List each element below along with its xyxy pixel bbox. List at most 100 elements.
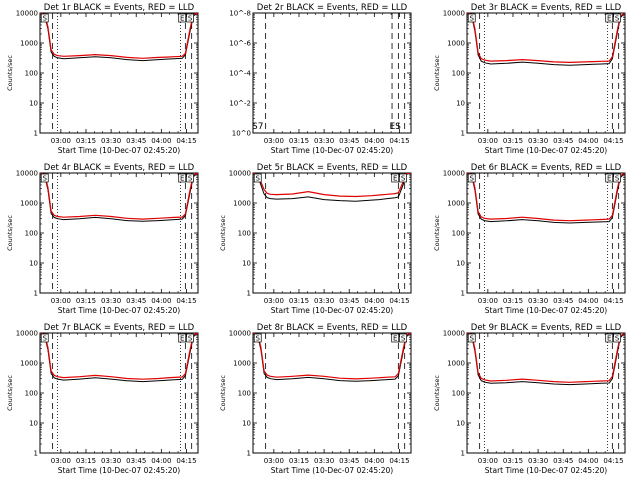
x-axis-label: Start Time (10-Dec-07 02:45:20) <box>58 146 180 155</box>
y-axis-label: Counts/sec <box>6 55 14 91</box>
y-tick-label: 1 <box>461 450 465 458</box>
series-line-lld <box>467 333 625 383</box>
x-tick-label: 03:00 <box>264 297 284 305</box>
series-line-events <box>40 173 198 222</box>
y-tick-label: 100 <box>238 230 251 238</box>
segment-marker-box <box>605 333 614 343</box>
y-tick-label: 10 <box>242 420 251 428</box>
y-tick-label: 1000 <box>20 200 38 208</box>
x-tick-label: 03:30 <box>101 137 121 145</box>
plot-frame <box>466 332 626 454</box>
y-tick-label: 100 <box>452 230 465 238</box>
segment-marker-label: S <box>401 175 406 183</box>
x-tick-label: 03:45 <box>553 297 573 305</box>
panel-title: Det 7r BLACK = Events, RED = LLD <box>44 323 195 333</box>
y-tick-label: 10 <box>29 260 38 268</box>
x-tick-label: 04:15 <box>603 137 623 145</box>
y-tick-label: 10 <box>456 260 465 268</box>
y-tick-label: 10^-2 <box>229 100 251 108</box>
plot-frame <box>252 172 412 294</box>
y-tick-label: 1000 <box>447 40 465 48</box>
plot-frame <box>39 172 199 294</box>
segment-marker-box <box>467 13 476 23</box>
segment-marker-label: S <box>615 15 620 23</box>
x-tick-label: 04:15 <box>603 457 623 465</box>
x-tick-label: 03:15 <box>76 457 96 465</box>
segment-marker-label: E <box>607 175 611 183</box>
x-tick-label: 04:00 <box>578 457 598 465</box>
x-tick-label: 03:00 <box>264 137 284 145</box>
segment-marker-label: S <box>256 175 261 183</box>
y-axis-label: Counts/sec <box>433 215 441 251</box>
x-tick-label: 04:15 <box>176 457 196 465</box>
segment-marker-label: S <box>470 15 475 23</box>
y-tick-label: 100 <box>25 390 38 398</box>
panel-annotation: S7 <box>252 122 263 132</box>
panel-det-3: Det 3r BLACK = Events, RED = LLD Counts/s… <box>433 3 626 155</box>
y-tick-label: 100 <box>238 390 251 398</box>
x-tick-label: 03:15 <box>76 297 96 305</box>
x-axis-label: Start Time (10-Dec-07 02:45:20) <box>485 146 607 155</box>
data-layer <box>253 333 411 453</box>
panel-title: Det 4r BLACK = Events, RED = LLD <box>44 163 195 173</box>
segment-marker-label: S <box>615 335 620 343</box>
y-axis-label: Counts/sec <box>433 375 441 411</box>
y-axis-label: Counts/sec <box>6 375 14 411</box>
y-tick-label: 10^-4 <box>229 70 251 78</box>
series-line-events <box>467 173 625 224</box>
panel-title: Det 2r BLACK = Events, RED = LLD <box>257 3 408 13</box>
x-tick-label: 03:30 <box>528 137 548 145</box>
y-tick-label: 10 <box>242 260 251 268</box>
x-tick-label: 03:45 <box>339 297 359 305</box>
x-axis-label: Start Time (10-Dec-07 02:45:20) <box>58 306 180 315</box>
segment-marker-label: S <box>470 335 475 343</box>
segment-marker-label: S <box>43 335 48 343</box>
y-tick-label: 10000 <box>443 330 465 338</box>
x-tick-label: 03:45 <box>126 297 146 305</box>
x-tick-label: 03:00 <box>478 137 498 145</box>
x-tick-label: 03:45 <box>339 137 359 145</box>
panel-title: Det 3r BLACK = Events, RED = LLD <box>471 3 622 13</box>
x-axis-label: Start Time (10-Dec-07 02:45:20) <box>271 306 393 315</box>
segment-marker-label: S <box>188 175 193 183</box>
y-tick-label: 1000 <box>20 40 38 48</box>
x-tick-label: 04:15 <box>389 297 409 305</box>
x-tick-label: 03:15 <box>76 137 96 145</box>
segment-marker-box <box>40 13 49 23</box>
y-tick-label: 1 <box>34 450 38 458</box>
segment-marker-box <box>186 13 194 23</box>
y-tick-label: 1000 <box>233 360 251 368</box>
x-tick-label: 04:00 <box>364 297 384 305</box>
series-line-lld <box>253 173 411 198</box>
series-line-events <box>467 13 625 66</box>
y-tick-label: 1 <box>247 290 251 298</box>
x-tick-label: 03:00 <box>51 297 71 305</box>
segment-marker-label: E <box>607 335 611 343</box>
plot-frame <box>466 12 626 134</box>
y-tick-label: 1 <box>34 290 38 298</box>
segment-marker-box <box>391 173 400 183</box>
segment-marker-box <box>186 173 194 183</box>
segment-marker-box <box>605 173 614 183</box>
data-layer <box>467 173 625 293</box>
panel-det-6: Det 6r BLACK = Events, RED = LLD Counts/s… <box>433 163 626 315</box>
y-tick-label: 10000 <box>16 170 38 178</box>
segment-marker-box <box>186 333 194 343</box>
x-axis-label: Start Time (10-Dec-07 02:45:20) <box>271 466 393 475</box>
y-axis-label: Counts/sec <box>6 215 14 251</box>
x-tick-label: 03:00 <box>51 457 71 465</box>
y-tick-label: 10000 <box>16 330 38 338</box>
y-tick-label: 10 <box>456 100 465 108</box>
series-line-lld <box>40 173 198 220</box>
segment-marker-box <box>399 173 407 183</box>
segment-marker-box <box>40 333 49 343</box>
x-tick-label: 03:15 <box>503 137 523 145</box>
x-tick-label: 03:30 <box>528 297 548 305</box>
y-tick-label: 1000 <box>233 200 251 208</box>
y-tick-label: 100 <box>452 70 465 78</box>
data-layer <box>40 333 198 453</box>
panel-det-2: Det 2r BLACK = Events, RED = LLD Start Ti… <box>229 3 412 155</box>
x-tick-label: 04:15 <box>176 137 196 145</box>
x-tick-label: 04:15 <box>603 297 623 305</box>
segment-marker-label: E <box>393 175 397 183</box>
